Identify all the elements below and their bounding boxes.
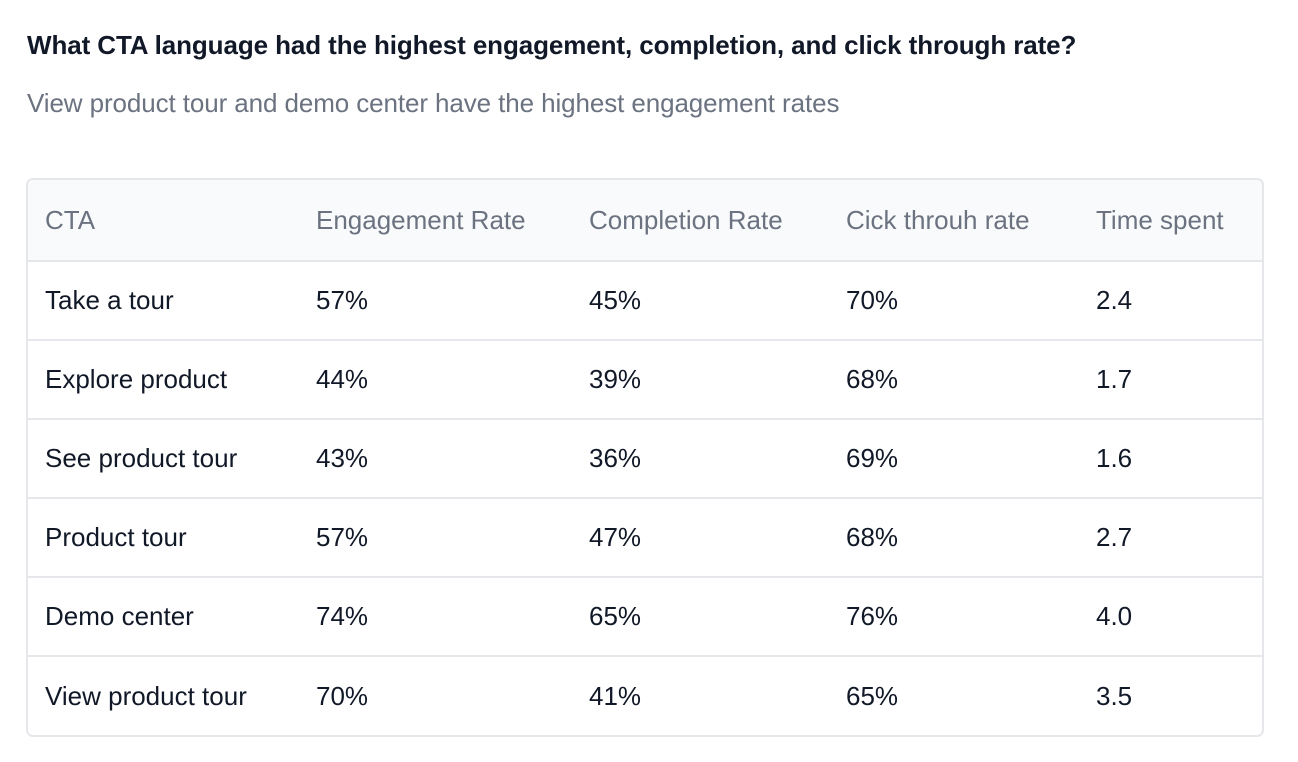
cell-click-through-rate: 68% <box>829 497 1079 577</box>
column-header-click-through-rate: Cick throuh rate <box>829 180 1079 262</box>
table-row: Take a tour 57% 45% 70% 2.4 <box>28 261 1262 340</box>
cell-click-through-rate: 69% <box>829 418 1079 498</box>
cell-time-spent: 1.6 <box>1079 418 1262 498</box>
header-row: CTA Engagement Rate Completion Rate Cick… <box>28 180 1262 262</box>
data-table-container: CTA Engagement Rate Completion Rate Cick… <box>26 178 1264 737</box>
cell-completion-rate: 45% <box>589 285 642 315</box>
table-body: Take a tour 57% 45% 70% 2.4 Explore prod… <box>28 261 1262 735</box>
table-header: CTA Engagement Rate Completion Rate Cick… <box>28 180 1262 262</box>
cell-engagement-rate: 44% <box>299 339 572 419</box>
cell-cta: Demo center <box>28 576 299 656</box>
cell-completion-rate: 65% <box>572 576 829 656</box>
cell-engagement-rate: 43% <box>299 418 572 498</box>
cell-click-through-rate: 68% <box>829 339 1079 419</box>
column-header-completion-rate: Completion Rate <box>572 180 829 262</box>
cell-time-spent: 2.4 <box>1096 285 1133 315</box>
table-row: View product tour 70% 41% 65% 3.5 <box>28 655 1262 735</box>
cell-time-spent: 3.5 <box>1079 655 1262 735</box>
cell-cta: Product tour <box>28 497 299 577</box>
cell-cta: See product tour <box>28 418 299 498</box>
cell-time-spent: 4.0 <box>1079 576 1262 656</box>
table-row: Explore product 44% 39% 68% 1.7 <box>28 339 1262 419</box>
cta-table: CTA Engagement Rate Completion Rate Cick… <box>28 180 1262 735</box>
column-header-cta: CTA <box>28 180 299 262</box>
cell-click-through-rate: 76% <box>829 576 1079 656</box>
cell-completion-rate: 47% <box>572 497 829 577</box>
page-subtitle: View product tour and demo center have t… <box>27 88 840 118</box>
table-row: See product tour 43% 36% 69% 1.6 <box>28 418 1262 498</box>
column-header-time-spent: Time spent <box>1079 180 1262 262</box>
cell-time-spent: 2.7 <box>1079 497 1262 577</box>
cell-completion-rate: 41% <box>572 655 829 735</box>
cell-completion-rate: 36% <box>572 418 829 498</box>
table-row: Product tour 57% 47% 68% 2.7 <box>28 497 1262 577</box>
column-header-engagement-rate: Engagement Rate <box>299 180 572 262</box>
cell-time-spent: 1.7 <box>1079 339 1262 419</box>
cell-engagement-rate: 70% <box>299 655 572 735</box>
cell-cta: View product tour <box>28 655 299 735</box>
cell-engagement-rate: 57% <box>316 285 369 315</box>
table-row: Demo center 74% 65% 76% 4.0 <box>28 576 1262 656</box>
cell-engagement-rate: 57% <box>299 497 572 577</box>
cell-cta: Explore product <box>28 339 299 419</box>
cell-engagement-rate: 74% <box>299 576 572 656</box>
cell-completion-rate: 39% <box>572 339 829 419</box>
cell-click-through-rate: 65% <box>829 655 1079 735</box>
page-title: What CTA language had the highest engage… <box>27 30 1077 60</box>
cell-click-through-rate: 70% <box>846 285 899 315</box>
cell-cta: Take a tour <box>45 285 174 315</box>
